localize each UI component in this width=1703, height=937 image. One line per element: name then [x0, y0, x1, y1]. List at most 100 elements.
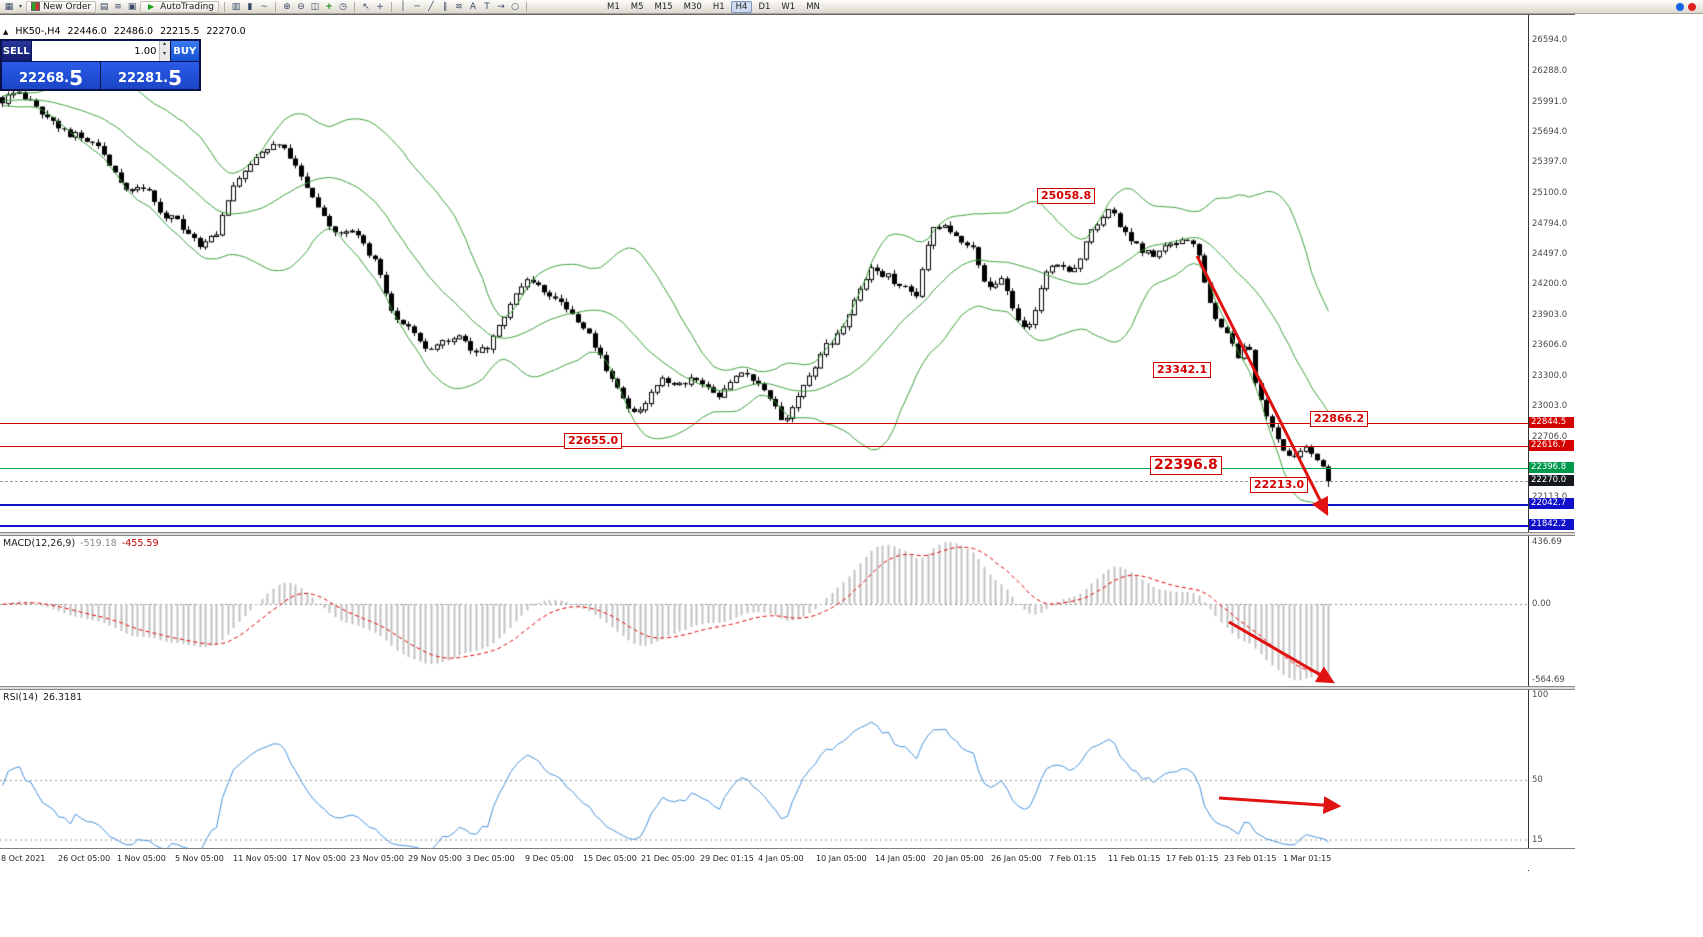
sell-price[interactable]: 22268. 5 — [2, 62, 100, 89]
rsi-name: RSI(14) — [3, 692, 38, 703]
vertical-line-icon[interactable]: │ — [400, 1, 406, 12]
toolbar-separator — [275, 1, 276, 12]
ellipse-tool-icon[interactable]: ○ — [511, 1, 519, 12]
macd-label: MACD(12,26,9) -519.18 -455.59 — [3, 538, 159, 549]
timeframe-button-m30[interactable]: M30 — [683, 1, 702, 12]
new-order-label: New Order — [43, 1, 92, 12]
price-callout[interactable]: 22213.0 — [1250, 477, 1309, 493]
rsi-chart-canvas[interactable] — [0, 690, 1528, 848]
price-axis[interactable]: 26594.0 26288.0 25991.0 25694.0 25397.0 25100… — [1528, 15, 1575, 871]
time-axis-label: 10 Jan 05:00 — [816, 854, 867, 863]
price-hline[interactable] — [0, 468, 1528, 469]
timeframe-button-m1[interactable]: M1 — [607, 1, 620, 12]
sell-button[interactable]: SELL — [2, 41, 31, 61]
periods-icon[interactable]: ◷ — [339, 1, 347, 12]
price-hline[interactable] — [0, 481, 1528, 482]
price-callout[interactable]: 22655.0 — [564, 433, 623, 449]
line-chart-icon[interactable]: ~ — [260, 1, 268, 12]
volume-spinner: ▴ ▾ — [158, 41, 170, 61]
price-callout[interactable]: 22866.2 — [1310, 411, 1369, 427]
text-tool-icon[interactable]: A — [469, 1, 477, 12]
time-axis-label: 1 Nov 05:00 — [117, 854, 166, 863]
price-axis-label: 23300.0 — [1532, 371, 1568, 382]
time-axis-label: 3 Dec 05:00 — [466, 854, 515, 863]
add-indicator-icon[interactable]: + — [325, 1, 333, 12]
zoom-in-icon[interactable]: ⊕ — [283, 1, 291, 12]
timeframe-button-h4[interactable]: H4 — [730, 0, 753, 13]
label-tool-icon[interactable]: T — [484, 1, 490, 12]
sell-price-pips: 5 — [69, 66, 84, 90]
price-tag: 22270.0 — [1529, 475, 1574, 486]
price-axis-label: 23903.0 — [1532, 309, 1568, 320]
macd-pane[interactable] — [0, 536, 1528, 686]
price-axis-label: 25991.0 — [1532, 96, 1568, 107]
buy-price-pips: 5 — [168, 66, 183, 90]
time-axis[interactable]: 8 Oct 2021 26 Oct 05:00 1 Nov 05:00 5 Nov 0… — [0, 848, 1575, 870]
templates-icon[interactable]: ▣ — [127, 1, 137, 12]
timeframe-button-h1[interactable]: H1 — [712, 1, 725, 12]
candlestick-chart-canvas[interactable] — [0, 15, 1528, 532]
timeframe-button-d1[interactable]: D1 — [758, 1, 771, 12]
zoom-out-icon[interactable]: ⊖ — [297, 1, 305, 12]
autotrading-button[interactable]: ▶ AutoTrading — [140, 0, 219, 13]
market-watch-icon[interactable]: ≡ — [114, 1, 122, 12]
rsi-axis-label: 15 — [1532, 834, 1543, 845]
volume-control: ▴ ▾ — [31, 41, 170, 61]
pane-divider[interactable] — [0, 532, 1575, 536]
autotrading-play-icon: ▶ — [148, 2, 155, 11]
cursor-icon[interactable]: ↖ — [362, 1, 370, 12]
toolbar-separator — [391, 1, 392, 12]
timeframe-button-m5[interactable]: M5 — [630, 1, 644, 12]
price-callout[interactable]: 22396.8 — [1150, 456, 1222, 475]
price-hline[interactable] — [0, 423, 1528, 424]
bar-chart-icon[interactable]: ▥ — [231, 1, 241, 12]
one-click-toggle-icon[interactable]: ▲ — [3, 27, 9, 36]
fibonacci-icon[interactable]: ≋ — [455, 1, 463, 12]
price-tag: 21842.2 — [1529, 519, 1574, 530]
status-red-icon[interactable] — [1688, 2, 1696, 11]
profiles-icon[interactable]: ▤ — [99, 1, 109, 12]
main-pane[interactable] — [0, 15, 1528, 532]
trendline-icon[interactable]: ╱ — [428, 1, 434, 12]
candle-chart-icon[interactable]: ▮ — [247, 1, 253, 12]
macd-chart-canvas[interactable] — [0, 536, 1528, 686]
price-callout[interactable]: 25058.8 — [1037, 188, 1096, 204]
buy-price[interactable]: 22281. 5 — [101, 62, 199, 89]
volume-up-icon[interactable]: ▴ — [159, 41, 170, 51]
horizontal-line-icon[interactable]: ─ — [414, 1, 420, 12]
main-toolbar: ▦ ▾ New Order ▤ ≡ ▣ ▶ AutoTrading ▥ ▮ ~ … — [0, 0, 1703, 14]
rsi-label: RSI(14) 26.3181 — [3, 692, 82, 703]
price-hline[interactable] — [0, 504, 1528, 506]
pane-divider[interactable] — [0, 686, 1575, 690]
time-axis-label: 21 Dec 05:00 — [641, 854, 695, 863]
new-chart-icon[interactable]: ▦ — [4, 1, 14, 12]
rsi-axis-label: 50 — [1532, 775, 1543, 785]
rsi-pane[interactable] — [0, 690, 1528, 848]
crosshair-icon[interactable]: + — [376, 1, 384, 12]
time-axis-label: 4 Jan 05:00 — [758, 854, 804, 863]
buy-button[interactable]: BUY — [170, 41, 199, 61]
timeframe-button-mn[interactable]: MN — [806, 1, 820, 12]
price-hline[interactable] — [0, 446, 1528, 447]
volume-down-icon[interactable]: ▾ — [159, 51, 170, 61]
channel-icon[interactable]: ∥ — [442, 1, 448, 12]
autotrading-label: AutoTrading — [160, 1, 214, 12]
macd-signal-value: -455.59 — [121, 538, 159, 549]
arrow-tool-icon[interactable]: → — [497, 1, 505, 12]
rsi-axis-label: 100 — [1532, 690, 1549, 700]
timeframe-toolbar: M1 M5 M15 M30 H1 H4 D1 W1 MN — [602, 0, 825, 13]
new-order-button[interactable]: New Order — [26, 0, 97, 13]
price-axis-label: 25397.0 — [1532, 157, 1568, 168]
one-click-panel: SELL ▴ ▾ BUY 22268.5 22281. — [0, 39, 201, 91]
timeframe-button-w1[interactable]: W1 — [781, 1, 796, 12]
time-axis-label: 14 Jan 05:00 — [875, 854, 926, 863]
volume-input[interactable] — [31, 41, 159, 61]
tile-windows-icon[interactable]: ◫ — [310, 1, 320, 12]
chevron-down-icon[interactable]: ▾ — [18, 3, 22, 10]
status-blue-icon[interactable] — [1676, 2, 1684, 11]
price-axis-label: 22113.0 — [1532, 492, 1567, 502]
price-hline[interactable] — [0, 525, 1528, 527]
timeframe-button-m15[interactable]: M15 — [654, 1, 673, 12]
price-callout[interactable]: 23342.1 — [1153, 362, 1212, 378]
